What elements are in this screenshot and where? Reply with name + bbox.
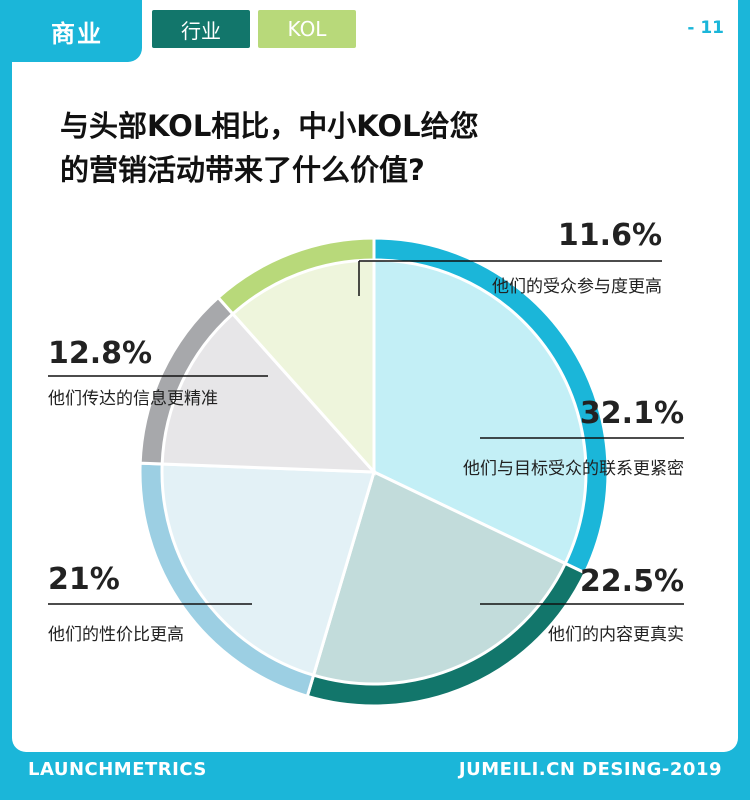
desc-label-value: 他们的性价比更高 — [48, 625, 184, 645]
chart-title-line-2: 的营销活动带来了什么价值? — [60, 153, 425, 187]
section-tab-background — [12, 0, 142, 62]
tab-bar: 商业 行业 KOL - 11 — [12, 0, 738, 62]
pie-slice-precise — [160, 311, 378, 474]
pie-slice-connection — [372, 258, 588, 566]
tab-industry[interactable]: 行业 — [152, 10, 250, 48]
tab-kol[interactable]: KOL — [258, 10, 356, 48]
pie-slice-value — [160, 462, 376, 678]
desc-label-engagement: 他们的受众参与度更高 — [492, 277, 662, 297]
footer-source: LAUNCHMETRICS — [28, 759, 207, 780]
desc-label-authentic: 他们的内容更真实 — [548, 625, 684, 645]
desc-label-precise: 他们传达的信息更精准 — [48, 389, 218, 409]
footer-credit: JUMEILI.CN DESING-2019 — [458, 759, 722, 780]
chart-title-line-1: 与头部KOL相比，中小KOL给您 — [60, 109, 479, 143]
pie-slice-authentic — [311, 469, 568, 686]
section-tab[interactable]: 商业 — [51, 19, 103, 48]
pct-label-authentic: 22.5% — [579, 564, 684, 599]
desc-label-connection: 他们与目标受众的联系更紧密 — [463, 459, 684, 479]
pct-label-value: 21% — [48, 562, 120, 597]
pct-label-engagement: 11.6% — [557, 218, 662, 253]
pct-label-connection: 32.1% — [579, 396, 684, 431]
page-number: - 11 — [687, 18, 724, 38]
chart-title: 与头部KOL相比，中小KOL给您 的营销活动带来了什么价值? — [60, 104, 620, 192]
pct-label-precise: 12.8% — [48, 336, 153, 371]
